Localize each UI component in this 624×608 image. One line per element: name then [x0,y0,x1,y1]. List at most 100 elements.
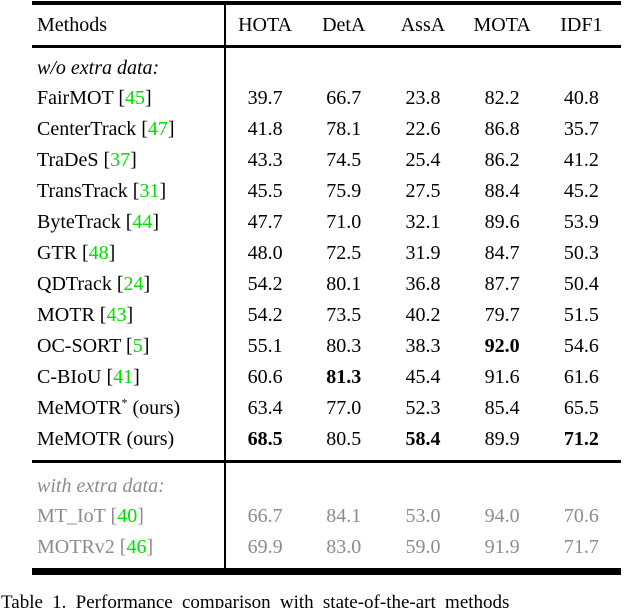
table-row: MeMOTR* (ours) 63.4 77.0 52.3 85.4 65.5 [32,392,621,423]
metric-cell: 23.8 [405,86,441,109]
metric-cell: 25.4 [405,148,441,171]
metric-cell: 88.4 [484,179,520,202]
metric-cell: 80.5 [326,427,362,450]
metric-cell: 39.7 [247,86,283,109]
method-name-cell: MeMOTR* (ours) [32,392,226,423]
metric-cell: 55.1 [247,334,283,357]
method-name: MOTRv2 [37,535,115,558]
table-row: TransTrack [31] 45.5 75.9 27.5 88.4 45.2 [32,175,621,206]
table-row: MeMOTR (ours) 68.5 80.5 58.4 89.9 71.2 [32,423,621,462]
table-row: OC-SORT [5] 55.1 80.3 38.3 92.0 54.6 [32,330,621,361]
column-header-assa: AssA [383,3,463,48]
table-caption: Table 1. Performance comparison with sta… [1,592,510,608]
metric-cell: 74.5 [326,148,362,171]
method-name-cell: GTR [48] [32,237,226,268]
metric-cell: 40.8 [563,86,599,109]
metric-cell: 78.1 [326,117,362,140]
method-name-cell: TransTrack [31] [32,175,226,206]
metric-cell: 87.7 [484,272,520,295]
method-name: MeMOTR [37,396,122,419]
method-name: MOTR [37,303,95,326]
metric-cell: 84.1 [326,504,362,527]
metric-cell: 53.0 [405,504,441,527]
metric-cell: 41.2 [563,148,599,171]
method-name: GTR [37,241,77,264]
metric-cell: 54.2 [247,303,283,326]
metric-cell: 50.4 [563,272,599,295]
metric-cell: 77.0 [326,396,362,419]
empty-cell [462,460,542,500]
metric-cell: 81.3 [326,365,362,388]
metric-cell: 73.5 [326,303,362,326]
table-row: FairMOT [45] 39.7 66.7 23.8 82.2 40.8 [32,82,621,113]
metric-cell: 52.3 [405,396,441,419]
metric-cell: 22.6 [405,117,441,140]
metric-cell: 75.9 [326,179,362,202]
metric-cell: 66.7 [247,504,283,527]
table-row: MOTR [43] 54.2 73.5 40.2 79.7 51.5 [32,299,621,330]
table-row: MOTRv2 [46] 69.9 83.0 59.0 91.9 71.7 [32,531,621,572]
metric-cell: 89.9 [484,427,520,450]
method-name-cell: C-BIoU [41] [32,361,226,392]
metric-cell: 45.2 [563,179,599,202]
citation-number: 43 [106,303,127,326]
method-name-cell: OC-SORT [5] [32,330,226,361]
citation-number: 44 [132,210,153,233]
method-name: TraDeS [37,148,99,171]
method-name: OC-SORT [37,334,122,357]
metric-cell: 35.7 [563,117,599,140]
method-name-cell: MT_IoT [40] [32,500,226,531]
empty-cell [542,47,621,83]
table-row: CenterTrack [47] 41.8 78.1 22.6 86.8 35.7 [32,113,621,144]
empty-cell [225,460,305,500]
metric-cell: 45.5 [247,179,283,202]
metric-cell: 36.8 [405,272,441,295]
table-row: GTR [48] 48.0 72.5 31.9 84.7 50.3 [32,237,621,268]
metric-cell: 27.5 [405,179,441,202]
metric-cell: 45.4 [405,365,441,388]
citation-number: 5 [132,334,143,357]
metric-cell: 91.9 [484,535,520,558]
metric-cell: 89.6 [484,210,520,233]
column-header-methods: Methods [32,3,226,48]
empty-cell [225,47,304,83]
metric-cell: 41.8 [247,117,283,140]
table-row: MT_IoT [40] 66.7 84.1 53.0 94.0 70.6 [32,500,621,531]
section-label: with extra data: [37,474,165,497]
metric-cell: 86.8 [484,117,520,140]
citation-number: 45 [124,86,145,109]
column-header-hota: HOTA [225,3,305,48]
metric-cell: 60.6 [247,365,283,388]
metric-cell: 72.5 [326,241,362,264]
metric-cell: 86.2 [484,148,520,171]
method-name-cell: FairMOT [45] [32,82,226,113]
metric-cell: 31.9 [405,241,441,264]
metric-cell: 80.3 [326,334,362,357]
citation-number: 37 [110,148,131,171]
table-row: ByteTrack [44] 47.7 71.0 32.1 89.6 53.9 [32,206,621,237]
metric-cell: 69.9 [247,535,283,558]
citation-number: 31 [139,179,160,202]
citation-number: 40 [117,504,138,527]
metric-cell: 80.1 [326,272,362,295]
empty-cell [383,47,462,83]
metric-cell: 54.2 [247,272,283,295]
method-name: MeMOTR [37,427,122,450]
column-header-deta: DetA [304,3,384,48]
column-header-idf1: IDF1 [541,3,621,48]
metric-cell: 92.0 [484,334,520,357]
metric-cell: 59.0 [405,535,441,558]
method-name: C-BIoU [37,365,102,388]
empty-cell [463,47,542,83]
metric-cell: 43.3 [247,148,283,171]
citation-number: 47 [147,117,168,140]
metric-cell: 51.5 [563,303,599,326]
method-name: QDTrack [37,272,112,295]
metric-cell: 68.5 [247,427,283,450]
metric-cell: 91.6 [484,365,520,388]
method-name-cell: ByteTrack [44] [32,206,226,237]
metric-cell: 85.4 [484,396,520,419]
metric-cell: 53.9 [563,210,599,233]
table-body: w/o extra data: FairMOT [45] 39.7 66.7 23.8 8… [32,46,621,572]
